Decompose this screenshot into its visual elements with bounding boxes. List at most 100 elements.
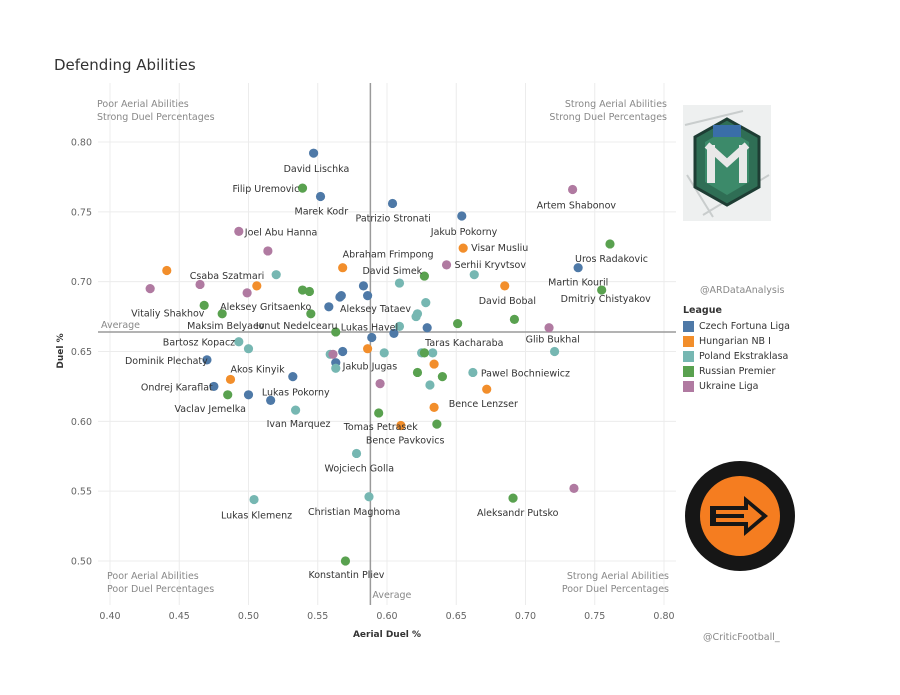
- twitter-handle-top: @ARDataAnalysis: [700, 285, 785, 296]
- legend-swatch: [683, 321, 694, 332]
- chart-title: Defending Abilities: [54, 56, 196, 74]
- scatter-point: [340, 556, 351, 566]
- point-label: Visar Musliu: [471, 243, 528, 254]
- scatter-point: [458, 243, 468, 253]
- scatter-point: [308, 148, 319, 158]
- point-label: David Simek: [362, 266, 422, 277]
- scatter-point: [363, 344, 373, 354]
- point-label: Marek Kodr: [295, 206, 349, 217]
- scatter-point: [324, 302, 334, 312]
- scatter-point: [234, 337, 244, 347]
- scatter-point: [331, 327, 341, 337]
- scatter-point: [358, 281, 369, 291]
- point-label: Glib Bukhal: [526, 335, 580, 346]
- point-label: Aleksey Tataev: [340, 304, 411, 315]
- legend-item: Hungarian NB I: [683, 334, 790, 349]
- scatter-point: [336, 291, 346, 301]
- point-label: Pawel Bochniewicz: [481, 368, 570, 379]
- scatter-point: [209, 381, 219, 392]
- legend-swatch: [683, 351, 694, 362]
- scatter-point: [375, 379, 385, 389]
- scatter-point: [331, 363, 341, 373]
- point-label: Lukas Pokorny: [262, 388, 330, 399]
- scatter-point: [482, 384, 492, 394]
- y-tick-label: 0.80: [71, 138, 92, 149]
- scatter-point: [223, 390, 233, 400]
- point-label: Aleksey Gritsaenko: [220, 302, 311, 313]
- scatter-point: [605, 239, 615, 249]
- y-tick-label: 0.60: [71, 417, 92, 428]
- scatter-point: [367, 332, 377, 343]
- scatter-point: [453, 318, 463, 329]
- scatter-point: [217, 309, 227, 319]
- scatter-point: [422, 323, 432, 333]
- legend-item: Ukraine Liga: [683, 379, 790, 394]
- point-label: Filip Uremovic: [233, 184, 300, 195]
- quadrant-label-top-left: Strong Duel Percentages: [97, 112, 215, 123]
- point-label: Patrizio Stronati: [356, 213, 431, 224]
- scatter-point: [328, 349, 338, 359]
- point-label: Aleksandr Putsko: [477, 508, 559, 519]
- x-tick-label: 0.65: [446, 611, 467, 622]
- point-label: Csaba Szatmari: [190, 271, 264, 282]
- x-tick-label: 0.55: [307, 611, 328, 622]
- critic-football-logo: [682, 460, 800, 572]
- scatter-point: [419, 271, 429, 281]
- legend-swatch: [683, 336, 694, 347]
- scatter-point: [394, 278, 405, 288]
- grid-lines: [98, 83, 676, 605]
- point-label: Dominik Plechaty: [125, 356, 208, 367]
- point-label: Lukas Klemenz: [221, 511, 292, 522]
- scatter-point: [374, 408, 384, 418]
- scatter-point: [428, 348, 438, 358]
- point-label: Lukas Havel: [341, 323, 398, 334]
- scatter-point: [379, 348, 389, 358]
- scatter-point: [290, 405, 301, 415]
- scatter-point: [338, 263, 348, 273]
- legend-label: Poland Ekstraklasa: [699, 351, 789, 362]
- y-tick-label: 0.50: [71, 557, 92, 568]
- quadrant-label-bottom-right: Strong Aerial Abilities: [567, 571, 669, 582]
- scatter-point: [544, 323, 554, 333]
- scatter-point: [306, 309, 316, 319]
- y-axis-title: Duel %: [56, 333, 66, 368]
- scatter-point: [266, 395, 276, 405]
- point-label: Serhii Kryvtsov: [455, 260, 527, 271]
- x-tick-label: 0.40: [99, 611, 120, 622]
- scatter-point: [145, 284, 155, 294]
- scatter-point: [429, 359, 439, 369]
- scatter-point: [569, 483, 579, 493]
- scatter-point: [394, 321, 405, 331]
- scatter-point: [364, 492, 374, 502]
- scatter-point: [396, 420, 406, 431]
- point-label: Abraham Frimpong: [343, 250, 434, 261]
- axis-ticks: 0.40 0.45 0.50 0.55 0.60 0.65 0.70 0.75 0.80 0.50…: [71, 138, 675, 623]
- scatter-point: [549, 346, 560, 357]
- point-label: Dmitriy Chistyakov: [561, 294, 652, 305]
- legend-label: Czech Fortuna Liga: [699, 321, 790, 332]
- scatter-point: [419, 348, 429, 358]
- point-label: Akos Kinyik: [230, 364, 285, 375]
- quadrant-label-top-left: Poor Aerial Abilities: [97, 99, 189, 110]
- point-label: Maksim Belyaev: [187, 321, 265, 332]
- legend-swatch: [683, 381, 694, 392]
- legend-item: Poland Ekstraklasa: [683, 349, 790, 364]
- y-tick-label: 0.75: [71, 207, 92, 218]
- data-points: [145, 148, 615, 566]
- scatter-point: [509, 314, 520, 324]
- x-tick-label: 0.45: [169, 611, 190, 622]
- y-tick-label: 0.55: [71, 487, 92, 498]
- legend-label: Ukraine Liga: [699, 381, 759, 392]
- quadrant-labels: Poor Aerial Abilities Strong Duel Percent…: [97, 99, 669, 595]
- scatter-point: [234, 226, 244, 236]
- point-label: Ondrej Karaflat: [141, 382, 213, 393]
- point-label: Vitaliy Shakhov: [131, 308, 205, 319]
- scatter-point: [432, 419, 442, 429]
- scatter-point: [249, 494, 259, 505]
- scatter-point: [297, 285, 308, 295]
- scatter-point: [243, 344, 254, 354]
- point-label: Jakub Jugas: [342, 362, 398, 373]
- point-label: Taras Kacharaba: [424, 338, 503, 349]
- scatter-point: [425, 380, 435, 390]
